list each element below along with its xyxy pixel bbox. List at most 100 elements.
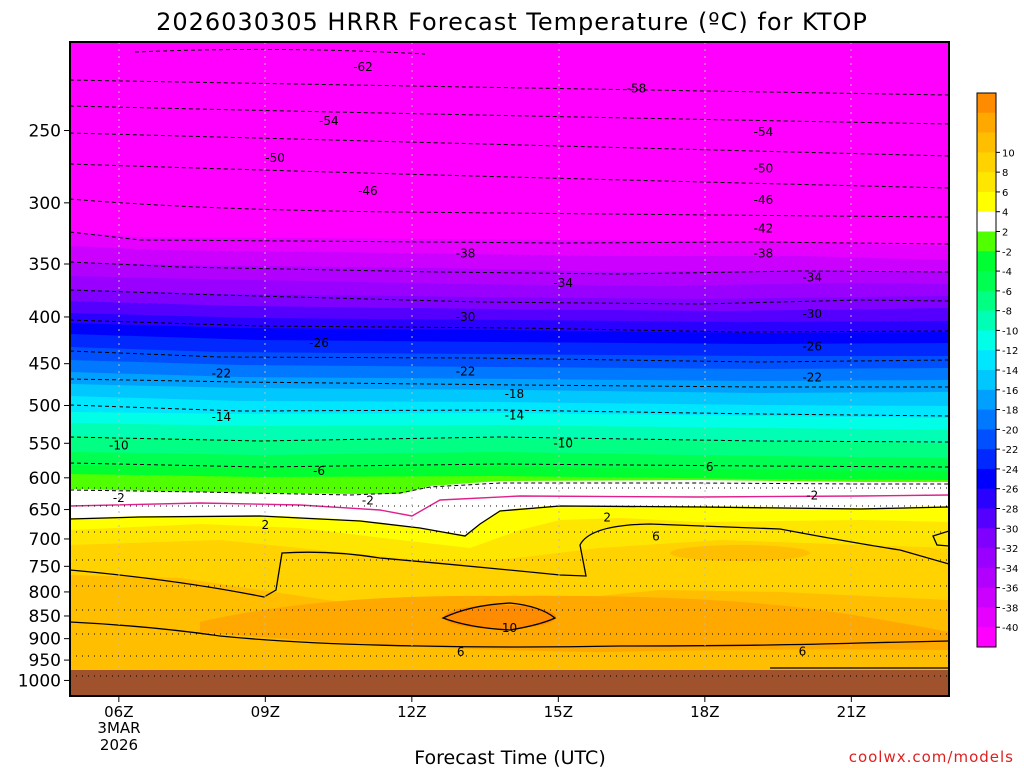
colorbar-tick-label: -6 <box>1002 287 1012 298</box>
contour-label: 2 <box>603 510 611 524</box>
colorbar-tick-label: -10 <box>1002 326 1018 337</box>
x-tick-label: 12Z <box>397 703 426 721</box>
colorbar-swatch <box>977 350 996 371</box>
contour-label: 6 <box>706 460 714 474</box>
colorbar-swatch <box>977 152 996 173</box>
colorbar-tick-label: -18 <box>1002 406 1018 417</box>
contour-label: -26 <box>802 340 822 354</box>
colorbar-swatch <box>977 389 996 411</box>
colorbar-tick-label: -38 <box>1002 603 1018 614</box>
contour-value: -14 <box>212 410 232 424</box>
colorbar-tick-label: -2 <box>1002 247 1012 258</box>
contour-label: -30 <box>802 307 822 321</box>
contour-label: -22 <box>212 366 232 380</box>
y-tick-label: 650 <box>29 501 61 521</box>
contour-label: 6 <box>652 530 660 544</box>
y-tick-label: 600 <box>29 469 61 489</box>
colorbar-tick-label: -8 <box>1002 307 1012 318</box>
colorbar-tick-label: -12 <box>1002 346 1018 357</box>
contour-value: -26 <box>309 336 329 350</box>
contour-value: -26 <box>802 340 822 354</box>
colorbar-swatch <box>977 627 996 648</box>
contour-value: -62 <box>353 60 373 74</box>
contour-value: 10 <box>502 621 517 635</box>
colorbar-tick-label: -32 <box>1002 544 1018 555</box>
contour-value: -22 <box>212 366 232 380</box>
contour-label: -46 <box>358 184 378 198</box>
contour-label: -22 <box>802 371 822 385</box>
contour-label: -58 <box>627 82 647 96</box>
contour-label: 6 <box>457 645 465 659</box>
contour-label: -14 <box>505 409 525 423</box>
contour-value: 6 <box>799 645 807 659</box>
x-tick-label: 21Z <box>837 703 866 721</box>
plot-frame <box>69 41 950 697</box>
contour-label: -2 <box>806 488 818 502</box>
contour-label: -62 <box>353 60 373 74</box>
y-tick-label: 1000 <box>18 671 61 691</box>
colorbar-swatch <box>977 468 996 490</box>
contour-label: -54 <box>319 114 339 128</box>
contour-label: -46 <box>754 193 774 207</box>
x-tick-label: 15Z <box>544 703 573 721</box>
colorbar-swatch <box>977 449 996 470</box>
y-tick-label: 750 <box>29 557 61 577</box>
contour-value: 2 <box>262 518 270 532</box>
colorbar-swatch <box>977 290 996 312</box>
contour-value: -30 <box>802 307 822 321</box>
contour-value: -38 <box>754 247 774 261</box>
colorbar-swatch <box>977 132 996 153</box>
colorbar-swatch <box>977 548 996 569</box>
contour-value: -2 <box>806 488 818 502</box>
contour-label: -22 <box>456 365 476 379</box>
y-tick-label: 500 <box>29 396 61 416</box>
y-tick-label: 550 <box>29 434 61 454</box>
colorbar-swatch <box>977 191 996 213</box>
contour-value: -10 <box>109 438 129 452</box>
colorbar-tick-label: 4 <box>1002 208 1008 219</box>
colorbar-swatch <box>977 330 996 351</box>
x-axis: 06Z 09Z 12Z 15Z 18Z 21Z <box>104 696 866 721</box>
colorbar-swatch <box>977 172 996 193</box>
colorbar-swatch <box>977 112 996 134</box>
credit-link[interactable]: coolwx.com/models <box>849 748 1014 766</box>
colorbar-swatch <box>977 231 996 252</box>
colorbar-swatch <box>977 310 996 331</box>
colorbar-tick-label: -36 <box>1002 584 1018 595</box>
contour-value: -22 <box>802 371 822 385</box>
colorbar-tick-label: -24 <box>1002 465 1018 476</box>
colorbar-swatch <box>977 607 996 628</box>
contour-label: -10 <box>553 436 573 450</box>
colorbar-tick-label: -14 <box>1002 366 1018 377</box>
contour-label: -38 <box>456 247 476 261</box>
colorbar-tick-label: -26 <box>1002 485 1018 496</box>
x-tick-label: 06Z <box>104 703 133 721</box>
contour-value: -42 <box>754 221 774 235</box>
chart-title: 2026030305 HRRR Forecast Temperature (ºC… <box>156 8 868 36</box>
x-tick-label: 18Z <box>690 703 719 721</box>
contour-value: -54 <box>754 125 774 139</box>
contour-value: 2 <box>603 510 611 524</box>
colorbar-tick-label: 8 <box>1002 168 1008 179</box>
contour-label: 10 <box>502 621 517 635</box>
contour-value: -58 <box>627 82 647 96</box>
contour-value: -38 <box>456 247 476 261</box>
colorbar-tick-label: -28 <box>1002 505 1018 516</box>
contour-value: -46 <box>358 184 378 198</box>
colorbar-tick-label: -40 <box>1002 623 1018 634</box>
colorbar-swatch <box>977 567 996 589</box>
colorbar: -40-38-36-34-32-30-28-26-24-22-20-18-16-… <box>976 92 1018 648</box>
colorbar-tick-label: -22 <box>1002 445 1018 456</box>
contour-labels: -62-58-54-54-50-50-46-46-42-38 -38-34 -34-… <box>109 60 822 659</box>
colorbar-swatch <box>977 528 996 549</box>
y-tick-label: 850 <box>29 607 61 627</box>
x-date-year: 2026 <box>100 736 138 754</box>
colorbar-swatch <box>977 271 996 292</box>
colorbar-swatch <box>977 587 996 608</box>
colorbar-tick-label: 2 <box>1002 228 1008 239</box>
colorbar-tick-label: -16 <box>1002 386 1018 397</box>
contour-label: 2 <box>262 518 270 532</box>
contour-value: -34 <box>802 270 822 284</box>
y-tick-label: 450 <box>29 355 61 375</box>
